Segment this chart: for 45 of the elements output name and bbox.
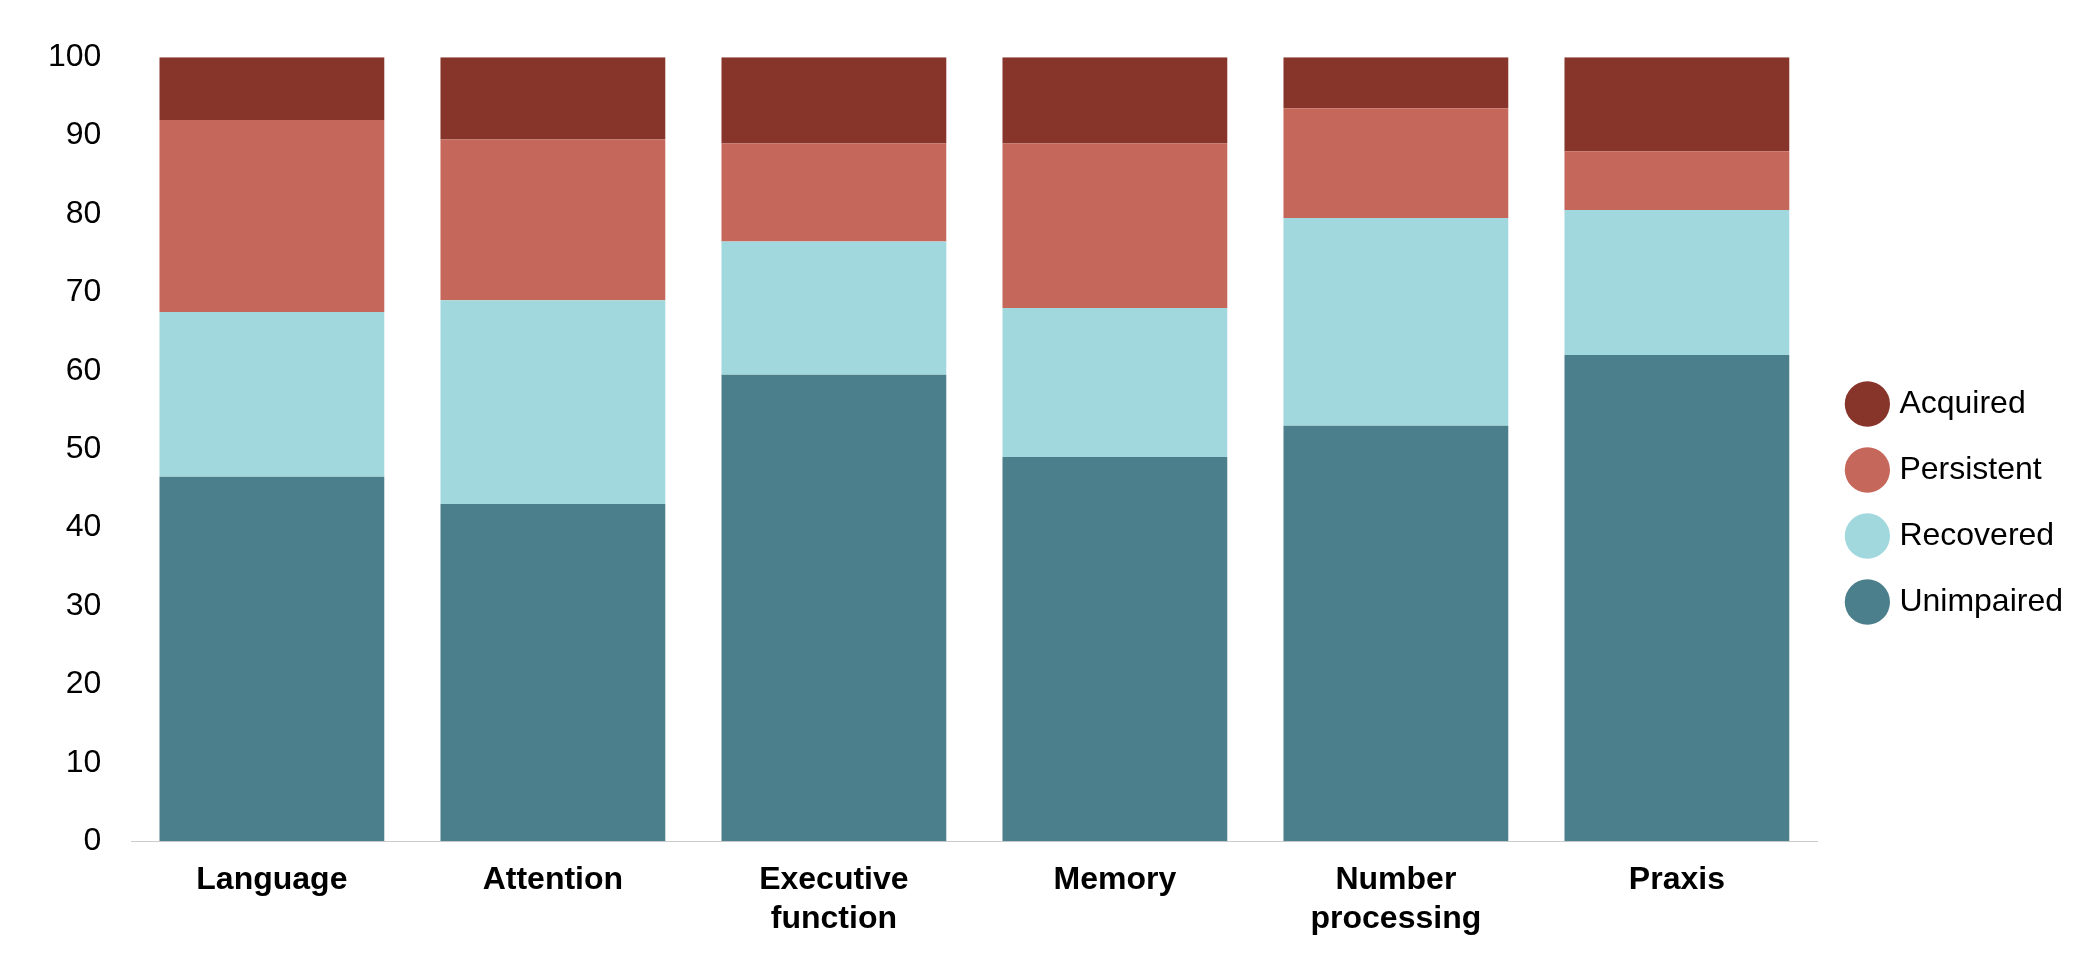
bar bbox=[159, 476, 385, 842]
y-tick-label: 80 bbox=[65, 193, 102, 230]
bar bbox=[1564, 355, 1790, 842]
bar bbox=[721, 241, 947, 375]
y-tick-label: 60 bbox=[65, 350, 102, 387]
y-tick-label: 20 bbox=[65, 664, 102, 701]
x-tick-label: Praxis bbox=[1628, 860, 1725, 897]
bar bbox=[440, 504, 666, 842]
legend-label: Persistent bbox=[1899, 449, 2042, 486]
bar bbox=[1002, 308, 1228, 458]
bar bbox=[1564, 210, 1790, 356]
bar bbox=[721, 374, 947, 842]
bar bbox=[1283, 108, 1509, 218]
bar bbox=[1002, 143, 1228, 309]
bar bbox=[1002, 57, 1228, 144]
bar bbox=[440, 57, 666, 140]
bar bbox=[1564, 151, 1790, 211]
x-tick-label: Number processing bbox=[1310, 860, 1482, 935]
x-tick-label: Memory bbox=[1053, 860, 1177, 897]
bar bbox=[159, 57, 385, 120]
bar bbox=[159, 312, 385, 477]
x-tick-label: Language bbox=[196, 860, 348, 897]
y-tick-label: 70 bbox=[65, 272, 102, 309]
bar bbox=[721, 57, 947, 144]
legend-label: Acquired bbox=[1899, 383, 2026, 420]
bar bbox=[159, 119, 385, 312]
bar bbox=[1002, 457, 1228, 842]
y-tick-label: 10 bbox=[65, 742, 102, 779]
bar bbox=[440, 300, 666, 505]
y-tick-label: 30 bbox=[65, 585, 102, 622]
x-tick-label: Attention bbox=[482, 860, 624, 897]
bar bbox=[1564, 57, 1790, 152]
x-tick-label: Executive function bbox=[759, 860, 909, 935]
y-tick-label: 0 bbox=[83, 821, 102, 858]
y-tick-label: 100 bbox=[48, 37, 102, 74]
legend-label: Recovered bbox=[1899, 515, 2055, 552]
bar bbox=[1283, 217, 1509, 426]
y-tick-label: 40 bbox=[65, 507, 102, 544]
y-tick-label: 50 bbox=[65, 429, 102, 466]
legend-label: Unimpaired bbox=[1899, 581, 2063, 618]
bar bbox=[1283, 425, 1509, 842]
bar bbox=[440, 139, 666, 301]
y-tick-label: 90 bbox=[65, 115, 102, 152]
bar bbox=[1283, 57, 1509, 109]
bar bbox=[721, 143, 947, 242]
